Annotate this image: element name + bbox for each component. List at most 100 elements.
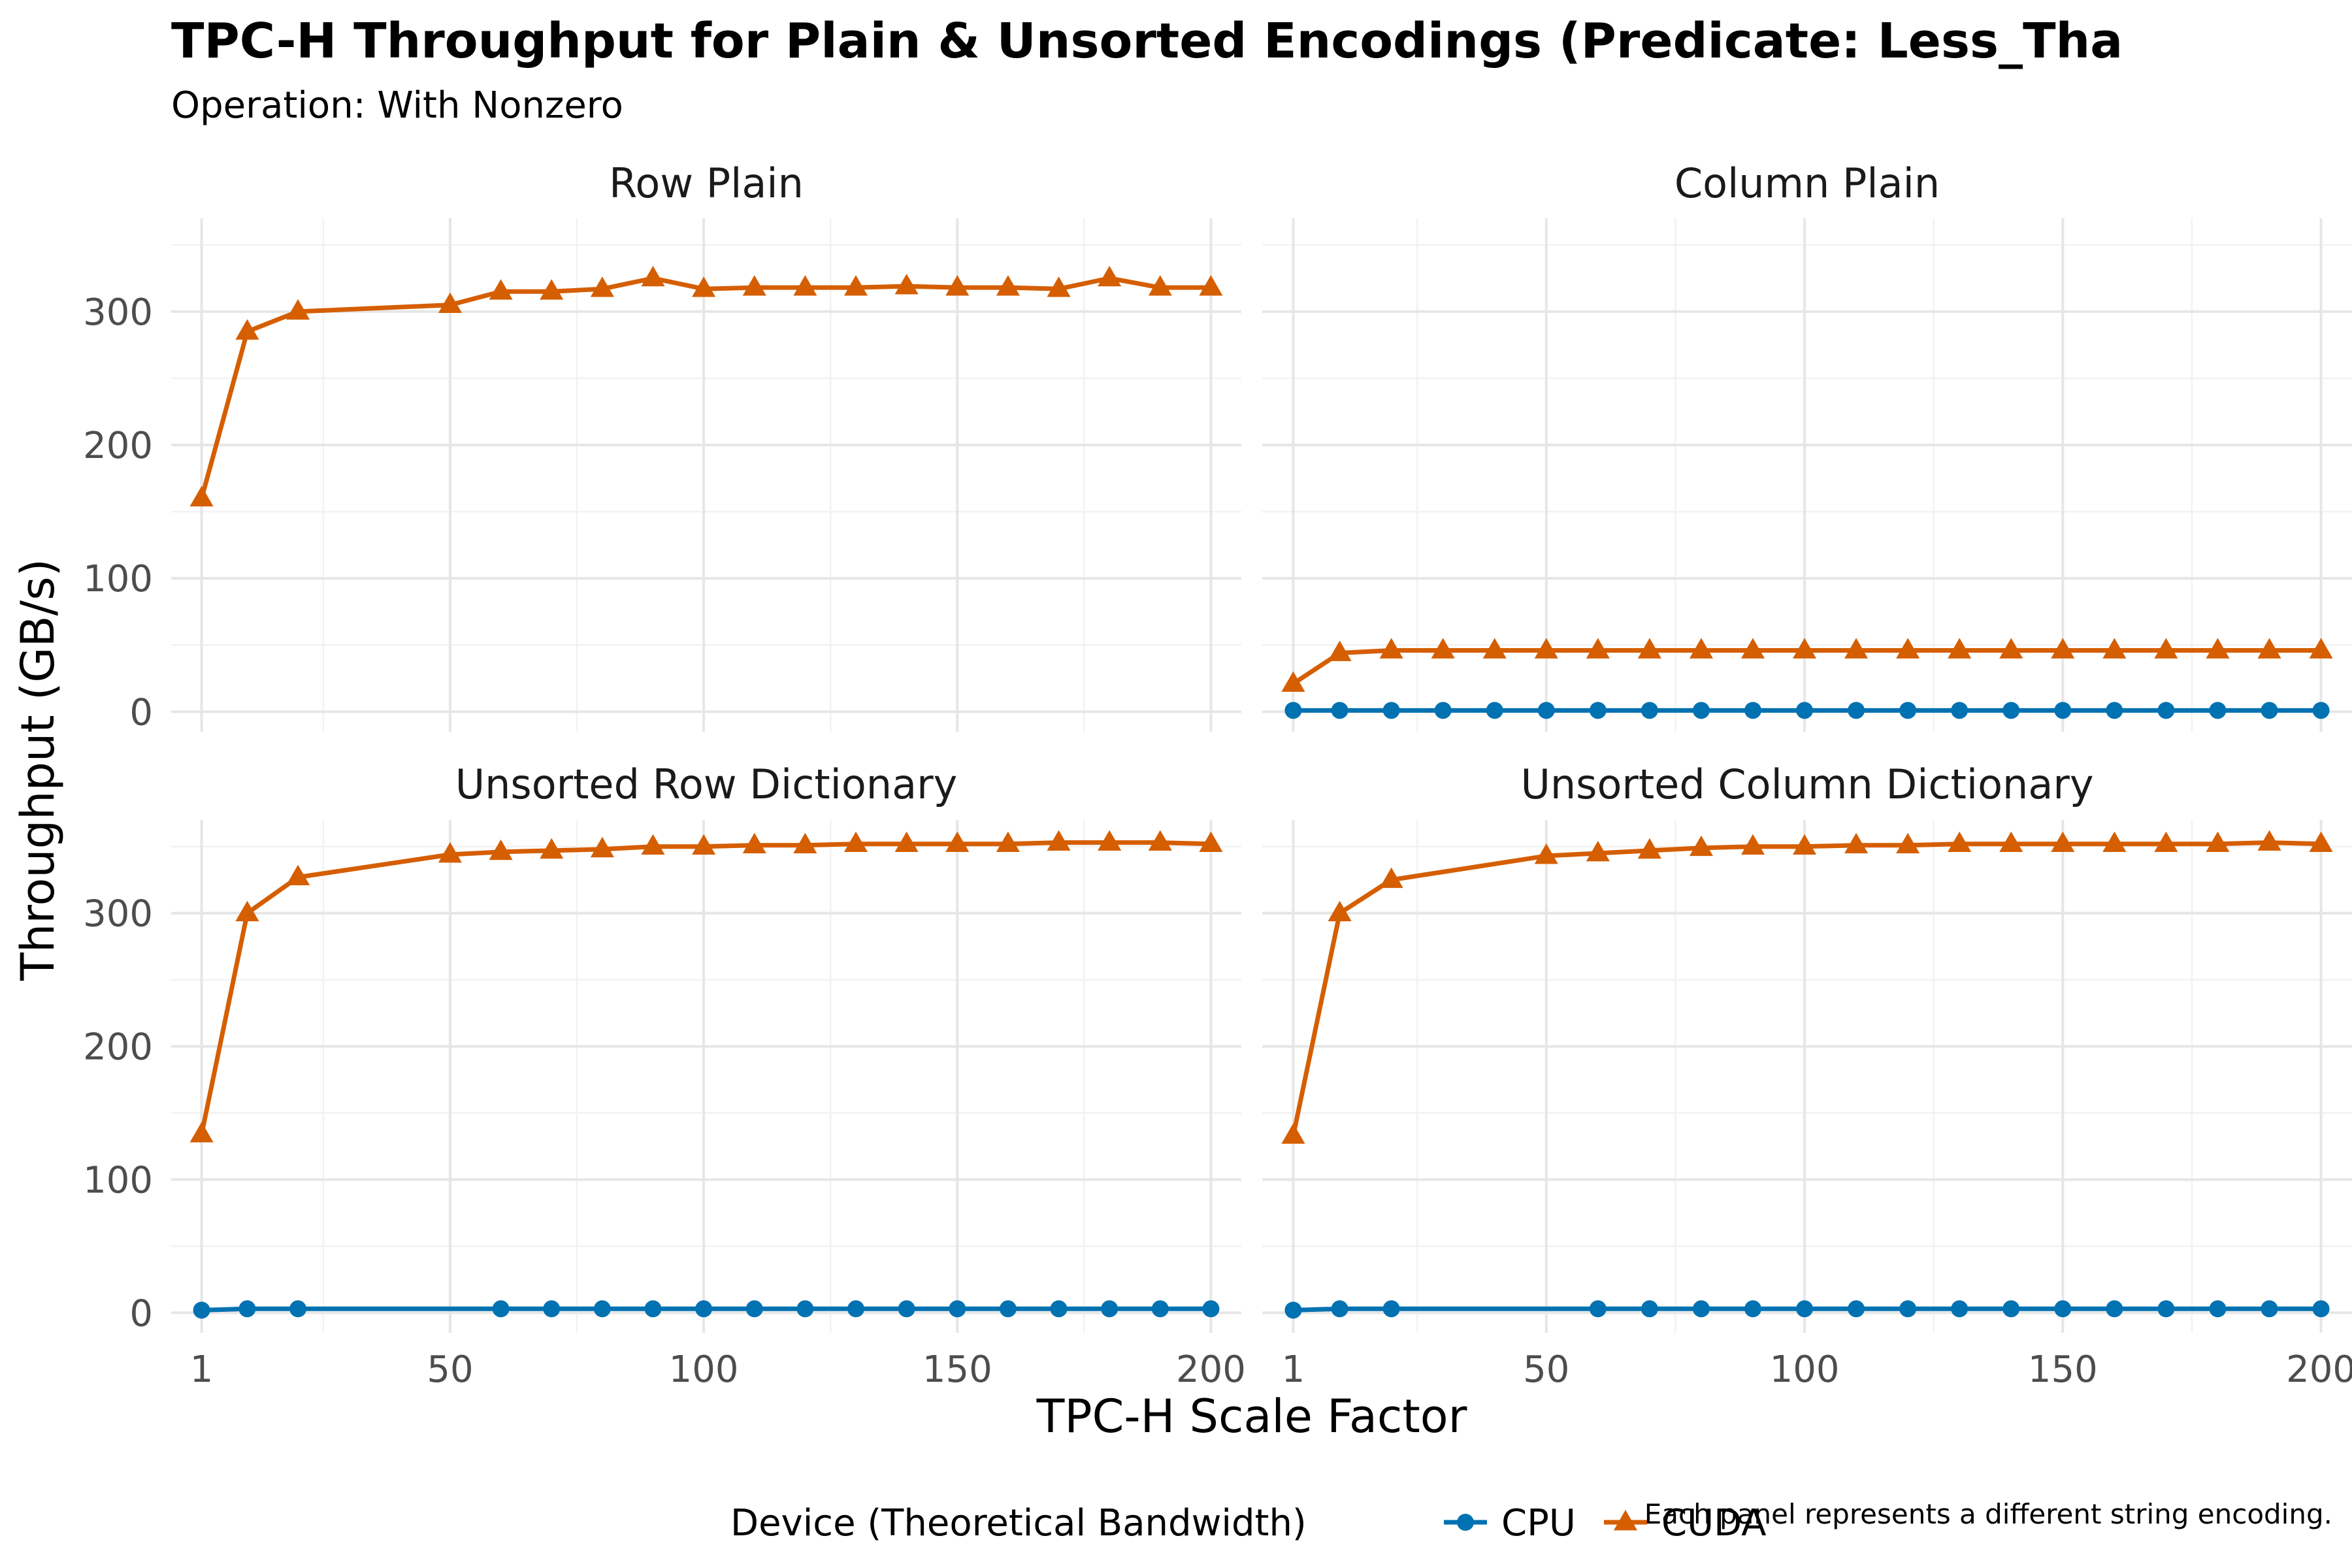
data-point-cuda bbox=[1999, 638, 2023, 659]
data-point-cuda bbox=[235, 319, 259, 340]
data-point-cuda bbox=[1379, 638, 1403, 659]
legend-items: CPU CUDA bbox=[1444, 1502, 1767, 1544]
series-line-cpu bbox=[1293, 1306, 2321, 1313]
chart-subtitle: Operation: With Nonzero bbox=[171, 84, 623, 127]
legend-label: CUDA bbox=[1661, 1502, 1767, 1544]
data-point-cpu bbox=[193, 1301, 210, 1319]
data-point-cuda bbox=[1896, 638, 1920, 659]
data-point-cuda bbox=[2309, 638, 2333, 659]
data-point-cpu bbox=[1284, 702, 1302, 719]
data-point-cuda bbox=[793, 832, 817, 854]
data-point-cuda bbox=[1586, 840, 1610, 862]
data-point-cuda bbox=[793, 275, 817, 296]
data-point-cuda bbox=[1328, 640, 1352, 661]
data-point-cpu bbox=[543, 1300, 561, 1318]
data-point-cpu bbox=[1537, 702, 1555, 719]
data-point-cuda bbox=[692, 276, 716, 297]
data-point-cpu bbox=[1151, 1300, 1169, 1318]
data-point-cuda bbox=[590, 276, 614, 297]
data-point-cuda bbox=[894, 274, 919, 295]
legend-key-triangle bbox=[1613, 1510, 1638, 1531]
data-point-cuda bbox=[540, 279, 564, 300]
data-point-cpu bbox=[1951, 1300, 1968, 1318]
data-point-cpu bbox=[745, 1300, 763, 1318]
data-point-cpu bbox=[796, 1300, 814, 1318]
data-point-cpu bbox=[1284, 1301, 1302, 1319]
data-point-cuda bbox=[1431, 638, 1455, 659]
data-point-cuda bbox=[1740, 834, 1765, 855]
data-point-cpu bbox=[593, 1300, 611, 1318]
data-point-cuda bbox=[438, 292, 463, 314]
data-point-cpu bbox=[2209, 702, 2227, 719]
data-point-cuda bbox=[286, 864, 310, 886]
data-point-cpu bbox=[847, 1300, 865, 1318]
panel-title: Row Plain bbox=[609, 159, 804, 207]
x-tick-label: 1 bbox=[190, 1348, 214, 1391]
data-point-cuda bbox=[2206, 638, 2230, 659]
series-line-cuda bbox=[1291, 840, 2321, 1136]
data-point-cpu bbox=[238, 1300, 256, 1318]
y-tick-label: 300 bbox=[83, 291, 153, 334]
data-point-cpu bbox=[492, 1300, 510, 1318]
y-tick-label: 100 bbox=[83, 1160, 153, 1202]
data-point-cuda bbox=[641, 265, 665, 287]
data-point-cpu bbox=[1899, 702, 1917, 719]
data-point-cpu bbox=[1744, 1300, 1761, 1318]
panel-title: Unsorted Column Dictionary bbox=[1520, 760, 2093, 808]
data-point-cpu bbox=[1382, 1300, 1400, 1318]
data-point-cpu bbox=[289, 1300, 307, 1318]
data-point-cpu bbox=[1951, 702, 1968, 719]
data-point-cpu bbox=[999, 1300, 1017, 1318]
data-point-cuda bbox=[945, 831, 970, 853]
data-point-cpu bbox=[1692, 702, 1710, 719]
data-point-cuda bbox=[1637, 638, 1661, 659]
data-point-cuda bbox=[1948, 638, 1972, 659]
panel-2: Column Plain bbox=[1262, 159, 2352, 732]
data-point-cpu bbox=[2209, 1300, 2227, 1318]
data-point-cpu bbox=[1744, 702, 1761, 719]
data-point-cuda bbox=[1792, 834, 1817, 855]
data-point-cuda bbox=[489, 839, 513, 860]
panel-title: Column Plain bbox=[1674, 159, 1940, 207]
data-point-cuda bbox=[2257, 830, 2281, 851]
data-point-cpu bbox=[1331, 702, 1348, 719]
x-tick-label: 1 bbox=[1282, 1348, 1305, 1391]
data-point-cpu bbox=[1692, 1300, 1710, 1318]
y-tick-label: 0 bbox=[129, 691, 153, 734]
data-point-cuda bbox=[1534, 843, 1558, 864]
x-tick-label: 150 bbox=[2028, 1348, 2098, 1391]
data-point-cuda bbox=[438, 842, 463, 863]
data-point-cuda bbox=[996, 275, 1020, 296]
data-point-cuda bbox=[1948, 831, 1972, 853]
data-point-cuda bbox=[692, 834, 716, 855]
data-point-cpu bbox=[2312, 1300, 2330, 1318]
data-point-cuda bbox=[1328, 900, 1352, 922]
data-point-cuda bbox=[1199, 275, 1223, 296]
x-axis-title: TPC-H Scale Factor bbox=[1036, 1390, 1467, 1443]
data-point-cpu bbox=[2261, 1300, 2278, 1318]
x-tick-label: 100 bbox=[669, 1348, 739, 1391]
data-point-cuda bbox=[1281, 671, 1305, 692]
series-line-cuda bbox=[199, 840, 1211, 1135]
data-point-cuda bbox=[1844, 638, 1869, 659]
data-point-cpu bbox=[1050, 1300, 1068, 1318]
data-point-cpu bbox=[644, 1300, 662, 1318]
legend-title: Device (Theoretical Bandwidth) bbox=[730, 1502, 1307, 1544]
data-point-cpu bbox=[2157, 702, 2175, 719]
y-tick-label: 0 bbox=[129, 1292, 153, 1335]
data-point-cpu bbox=[2261, 702, 2278, 719]
data-point-cuda bbox=[1379, 867, 1403, 889]
data-point-cpu bbox=[2312, 702, 2330, 719]
legend-label: CPU bbox=[1501, 1502, 1576, 1544]
data-point-cuda bbox=[2051, 638, 2075, 659]
data-point-cpu bbox=[2002, 702, 2020, 719]
panels: Row Plain 0 100 200 300 Column Plain Unsorted … bbox=[83, 159, 2352, 1391]
data-point-cuda bbox=[894, 831, 919, 853]
data-point-cuda bbox=[641, 834, 665, 855]
data-point-cpu bbox=[2106, 1300, 2123, 1318]
data-point-cpu bbox=[1899, 1300, 1917, 1318]
x-tick-label: 200 bbox=[1176, 1348, 1246, 1391]
data-point-cpu bbox=[949, 1300, 966, 1318]
data-point-cuda bbox=[1999, 831, 2023, 853]
